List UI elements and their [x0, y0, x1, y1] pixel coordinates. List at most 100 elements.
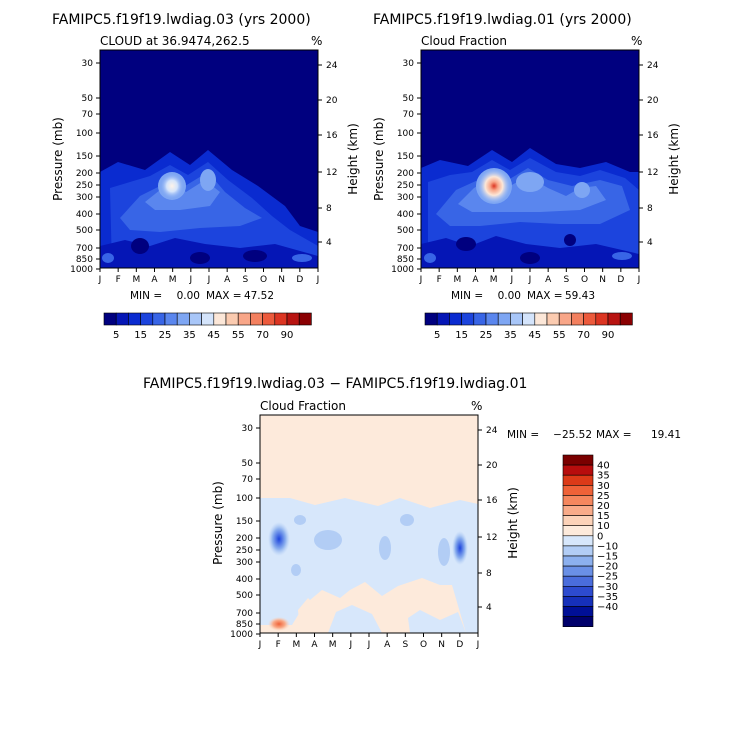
pressure-tick-label: 300 — [76, 193, 93, 203]
panel-2-max-value: 59.43 — [565, 290, 595, 302]
colorbar-label: 20 — [597, 501, 610, 512]
colorbar-label: −30 — [597, 582, 618, 593]
x-tick-label: D — [296, 275, 303, 285]
colorbar-label: 70 — [256, 330, 269, 341]
colorbar-swatch — [562, 565, 594, 577]
pressure-tick-label: 150 — [76, 152, 93, 162]
colorbar-swatch — [201, 312, 215, 326]
colorbar-label: 45 — [528, 330, 541, 341]
pressure-tick-label: 700 — [236, 609, 253, 619]
height-tick-label: 4 — [326, 238, 332, 248]
pressure-tick-label: 250 — [76, 181, 93, 191]
x-tick-label: J — [189, 275, 193, 285]
panel-2-ylabel-right: Height (km) — [667, 123, 681, 194]
x-tick-label: M — [453, 275, 461, 285]
colorbar-swatch — [562, 484, 594, 496]
panel-3-units: % — [471, 399, 482, 413]
pressure-tick-label: 250 — [236, 546, 253, 556]
pressure-tick-label: 400 — [397, 210, 414, 220]
pressure-tick-label: 500 — [236, 591, 253, 601]
x-tick-label: A — [384, 640, 391, 650]
pressure-tick-label: 150 — [397, 152, 414, 162]
panel-1-ylabel-left: Pressure (mb) — [51, 117, 65, 201]
height-tick-label: 24 — [486, 426, 498, 436]
height-tick-label: 8 — [326, 204, 332, 214]
pressure-tick-label: 850 — [397, 255, 414, 265]
colorbar-swatch — [461, 312, 475, 326]
colorbar-swatch — [562, 585, 594, 597]
panel-3-max-label: MAX = — [596, 429, 632, 441]
x-tick-label: J — [476, 640, 480, 650]
colorbar-label: 25 — [159, 330, 172, 341]
x-tick-label: F — [437, 275, 442, 285]
colorbar-label: 15 — [597, 511, 610, 522]
colorbar-swatch — [436, 312, 450, 326]
pressure-tick-label: 500 — [76, 226, 93, 236]
colorbar-label: −20 — [597, 562, 618, 573]
x-tick-label: S — [563, 275, 569, 285]
colorbar-swatch — [298, 312, 312, 326]
colorbar-swatch — [225, 312, 239, 326]
height-tick-label: 4 — [486, 603, 492, 613]
colorbar-label: 25 — [480, 330, 493, 341]
colorbar-swatch — [189, 312, 202, 326]
x-tick-label: M — [490, 275, 498, 285]
colorbar-label: −40 — [597, 602, 618, 613]
colorbar-label: 5 — [434, 330, 440, 341]
colorbar-swatch — [558, 312, 572, 326]
colorbar-label: 35 — [504, 330, 517, 341]
height-tick-label: 4 — [647, 238, 653, 248]
panel-1: FAMIPC5.f19f19.lwdiag.03 (yrs 2000) CLOU… — [51, 12, 360, 341]
pressure-tick-label: 300 — [397, 193, 414, 203]
colorbar-swatch — [562, 464, 594, 476]
colorbar-swatch — [562, 616, 594, 627]
panel-2-colorbar: 5 15 25 35 45 55 70 90 — [424, 312, 633, 341]
height-tick-label: 20 — [647, 96, 659, 106]
panel-1-min-label: MIN = — [130, 290, 162, 302]
x-tick-label: O — [581, 275, 588, 285]
colorbar-swatch — [562, 525, 594, 537]
x-tick-label: D — [617, 275, 624, 285]
panel-2-min-value: 0.00 — [498, 290, 521, 302]
x-tick-label: D — [456, 640, 463, 650]
x-tick-label: J — [367, 640, 371, 650]
pressure-tick-label: 70 — [242, 475, 254, 485]
pressure-tick-label: 1000 — [70, 265, 93, 275]
colorbar-label: 15 — [134, 330, 147, 341]
colorbar-swatch — [424, 312, 438, 326]
panel-1-colorbar: 5 15 25 35 45 55 70 90 — [103, 312, 312, 341]
x-tick-label: A — [224, 275, 231, 285]
panel-1-ylabel-right: Height (km) — [346, 123, 360, 194]
colorbar-swatch — [522, 312, 536, 326]
height-tick-label: 12 — [486, 533, 497, 543]
x-tick-label: F — [116, 275, 121, 285]
colorbar-label: −35 — [597, 592, 618, 603]
pressure-tick-label: 1000 — [391, 265, 414, 275]
panel-3-min-label: MIN = — [507, 429, 539, 441]
colorbar-swatch — [562, 474, 594, 486]
colorbar-swatch — [237, 312, 251, 326]
height-tick-label: 8 — [486, 569, 492, 579]
height-tick-label: 16 — [647, 131, 659, 141]
colorbar-label: −15 — [597, 552, 618, 563]
colorbar-swatch — [176, 312, 190, 326]
colorbar-swatch — [595, 312, 609, 326]
x-tick-label: M — [169, 275, 177, 285]
colorbar-swatch — [562, 454, 594, 466]
panel-3: FAMIPC5.f19f19.lwdiag.03 − FAMIPC5.f19f1… — [143, 376, 681, 650]
x-tick-label: M — [329, 640, 337, 650]
pressure-tick-label: 200 — [397, 169, 414, 179]
pressure-tick-label: 100 — [397, 129, 414, 139]
panel-1-max-value: 47.52 — [244, 290, 274, 302]
panel-1-units: % — [311, 34, 322, 48]
pressure-tick-label: 400 — [76, 210, 93, 220]
height-tick-label: 8 — [647, 204, 653, 214]
x-tick-label: A — [151, 275, 158, 285]
pressure-tick-label: 500 — [397, 226, 414, 236]
x-tick-label: M — [132, 275, 140, 285]
x-tick-label: J — [510, 275, 514, 285]
colorbar-swatch — [485, 312, 499, 326]
colorbar-swatch — [607, 312, 621, 326]
panel-2-max-label: MAX = — [527, 290, 563, 302]
x-tick-label: S — [402, 640, 408, 650]
